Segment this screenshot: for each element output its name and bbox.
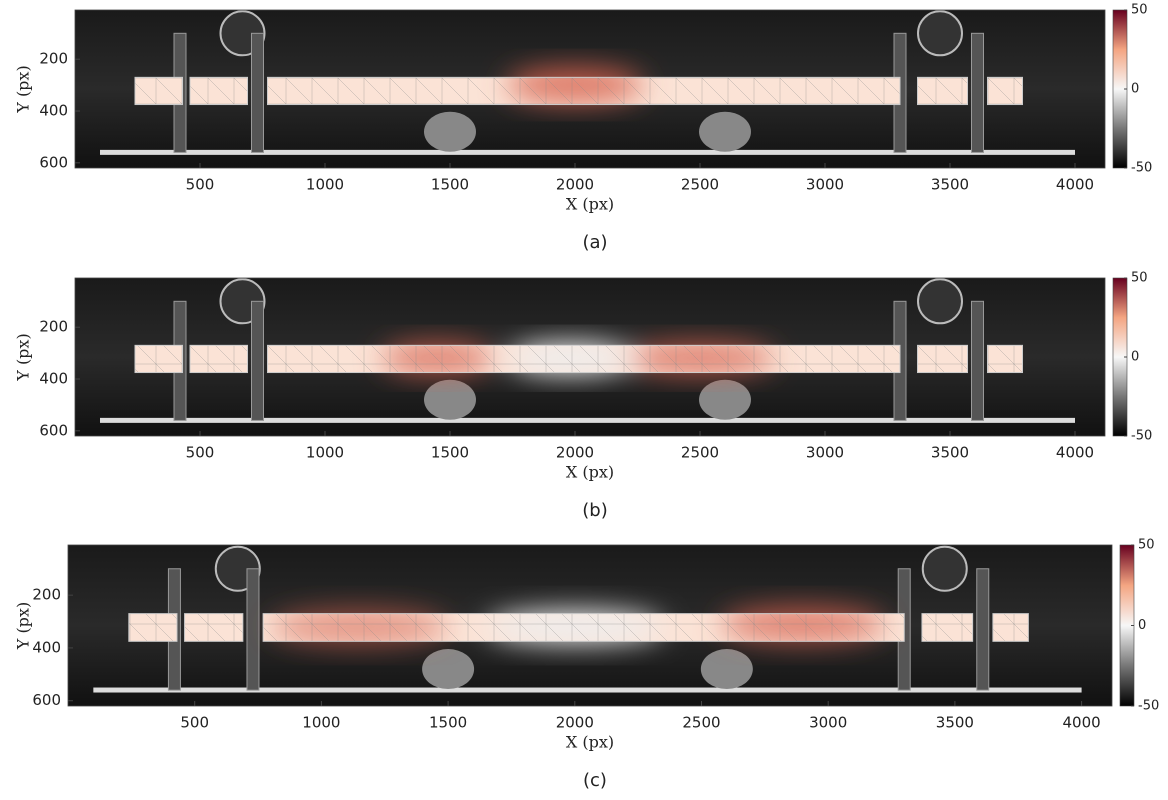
colorbar-tick-label: 50 (1138, 538, 1155, 553)
roller-bottom (699, 379, 751, 420)
colorbar-tick-label: -50 (1131, 429, 1152, 444)
x-tick-label: 2500 (681, 176, 719, 194)
x-tick-label: 2000 (556, 176, 594, 194)
frame (67, 544, 1113, 707)
mesh (189, 344, 248, 374)
colorbar-tick-label: -50 (1138, 699, 1159, 714)
y-tick-label: 600 (39, 153, 68, 171)
mesh (134, 344, 183, 374)
colorbar-tick-label: 50 (1131, 271, 1148, 286)
colorbar-tick-label: 0 (1131, 82, 1139, 97)
post (246, 568, 260, 691)
x-tick-label: 3500 (931, 444, 969, 462)
image-panel (74, 277, 1106, 437)
base-rail (100, 417, 1075, 423)
mesh (987, 76, 1023, 106)
y-tick-label: 600 (39, 421, 68, 439)
x-tick-label: 3500 (931, 176, 969, 194)
mesh (267, 344, 901, 374)
x-tick-label: 2500 (682, 714, 720, 732)
x-tick-label: 3000 (806, 444, 844, 462)
x-tick-label: 3000 (809, 714, 847, 732)
x-tick-label: 1000 (306, 176, 344, 194)
mesh (267, 76, 901, 106)
y-axis-label: Y (px) (14, 333, 33, 381)
image-panel (67, 544, 1113, 707)
x-tick-label: 2000 (556, 444, 594, 462)
y-tick-label: 200 (32, 586, 61, 604)
roller-bottom (699, 111, 751, 152)
x-axis-label: X (px) (566, 195, 614, 214)
y-tick-label: 400 (39, 102, 68, 120)
x-tick-label: 500 (180, 714, 209, 732)
x-tick-label: 500 (186, 176, 215, 194)
post (971, 32, 984, 153)
caption: (b) (582, 500, 607, 521)
mesh (262, 613, 905, 642)
base-rail (93, 687, 1082, 693)
post (971, 300, 984, 421)
x-tick-label: 3000 (806, 176, 844, 194)
mesh (917, 344, 968, 374)
mesh (921, 613, 974, 642)
x-axis-label: X (px) (566, 463, 614, 482)
post (976, 568, 990, 691)
base-rail (100, 149, 1075, 155)
roller-top (917, 10, 963, 57)
x-tick-label: 4000 (1056, 176, 1094, 194)
x-tick-label: 1500 (429, 714, 467, 732)
roller-bottom (700, 649, 753, 690)
post (251, 32, 264, 153)
mesh (184, 613, 244, 642)
x-tick-label: 4000 (1062, 714, 1100, 732)
y-tick-label: 400 (39, 370, 68, 388)
x-tick-label: 1000 (306, 444, 344, 462)
specimen-image (75, 10, 1105, 168)
mesh (189, 76, 248, 106)
mesh (917, 76, 968, 106)
x-tick-label: 4000 (1056, 444, 1094, 462)
x-tick-label: 2500 (681, 444, 719, 462)
mesh (134, 76, 183, 106)
colorbar-tick-label: -50 (1131, 161, 1152, 176)
mesh (987, 344, 1023, 374)
mesh (128, 613, 178, 642)
x-tick-label: 2000 (556, 714, 594, 732)
specimen-image (68, 545, 1112, 706)
caption: (c) (583, 770, 607, 791)
y-axis-label: Y (px) (14, 65, 33, 113)
mesh (992, 613, 1029, 642)
x-tick-label: 1500 (431, 444, 469, 462)
y-tick-label: 200 (39, 318, 68, 336)
frame (74, 277, 1106, 437)
specimen-image (75, 278, 1105, 436)
x-tick-label: 3500 (936, 714, 974, 732)
colorbar-tick-label: 0 (1131, 350, 1139, 365)
x-tick-label: 1500 (431, 176, 469, 194)
frame (74, 9, 1106, 169)
image-panel (74, 9, 1106, 169)
roller-top (917, 278, 963, 325)
roller-bottom (424, 111, 476, 152)
y-axis-label: Y (px) (14, 602, 33, 650)
roller-bottom (424, 379, 476, 420)
post (251, 300, 264, 421)
colorbar-tick-label: 0 (1138, 618, 1146, 633)
x-tick-label: 500 (186, 444, 215, 462)
colorbar-tick-label: 50 (1131, 3, 1148, 18)
y-tick-label: 200 (39, 50, 68, 68)
x-axis-label: X (px) (566, 733, 614, 752)
roller-top (921, 545, 968, 592)
y-tick-label: 600 (32, 691, 61, 709)
caption: (a) (582, 232, 607, 253)
y-tick-label: 400 (32, 638, 61, 656)
roller-bottom (422, 649, 475, 690)
x-tick-label: 1000 (302, 714, 340, 732)
